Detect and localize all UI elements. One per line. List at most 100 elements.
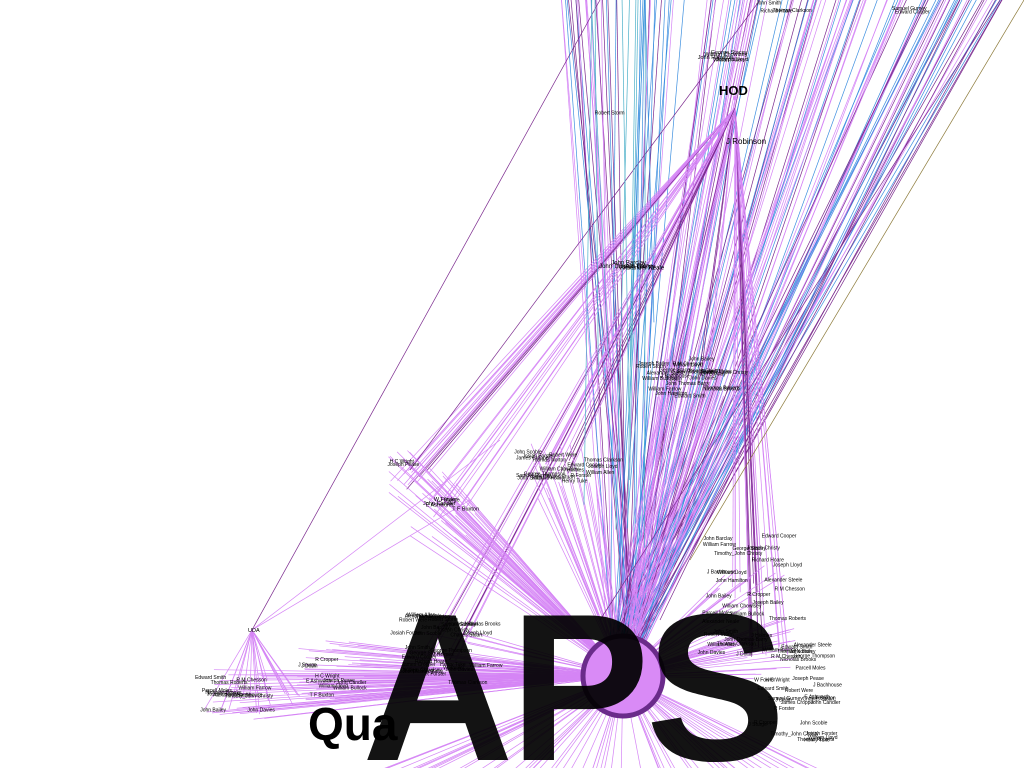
node-label: William Allen <box>586 470 615 476</box>
graph-edge <box>734 107 785 651</box>
graph-edge <box>566 0 635 665</box>
graph-edge <box>734 107 751 651</box>
node-label: William Bullock <box>642 376 676 382</box>
node-label: R M Chesson <box>771 654 802 660</box>
node-label: H C Wright <box>315 673 340 679</box>
node-label: Nicholas Brooks <box>205 690 242 696</box>
node-label: Henry Tuke <box>562 479 588 485</box>
graph-edge <box>410 526 624 677</box>
node-label: William Chowlsey <box>704 52 747 58</box>
graph-edge <box>615 0 724 661</box>
graph-edge <box>426 107 736 665</box>
node-label: Charles Stuart <box>450 633 483 639</box>
graph-edge <box>689 0 1024 561</box>
node-label: John Smith <box>713 629 738 635</box>
graph-edge <box>622 394 706 677</box>
node-label: Joseph Christy <box>616 265 656 271</box>
node-label: William Farrow <box>648 387 681 393</box>
node-label: William Lloyd <box>717 570 747 576</box>
graph-edge <box>629 0 985 658</box>
graph-edge <box>428 107 736 474</box>
node-label: Alexander Steele <box>794 642 832 648</box>
graph-edge <box>251 629 268 681</box>
graph-edge <box>360 663 624 677</box>
graph-edge <box>251 629 286 695</box>
graph-edge <box>251 629 298 696</box>
node-label: Edward Cooper <box>895 9 930 15</box>
graph-edge <box>734 107 754 653</box>
graph-edge <box>452 107 736 504</box>
node-label: John Thomas Barry <box>599 264 651 270</box>
node-label: Samuel Gurney <box>768 696 803 702</box>
graph-edge <box>732 107 736 588</box>
graph-edge <box>633 0 818 660</box>
node-label: William Chowlsey <box>403 667 443 673</box>
aps-node[interactable] <box>580 633 666 719</box>
node-label: Joseph Lloyd <box>716 57 748 63</box>
node-label: R Cropper <box>747 592 770 598</box>
node-label: James Cropper <box>516 455 551 461</box>
node-label: Thomas Roberts <box>797 737 834 743</box>
node-label: Joseph Pease <box>323 678 355 684</box>
graph-edge <box>636 0 968 661</box>
node-label: John Barclay <box>611 261 646 267</box>
hod-node[interactable] <box>733 96 737 100</box>
graph-edge <box>671 107 736 379</box>
node-label: R Forster <box>774 706 795 712</box>
node-label: Joseph Lloyd <box>588 464 618 470</box>
node-label: John Thomas Barry <box>400 669 444 675</box>
graph-edge <box>213 669 624 677</box>
graph-edge <box>734 107 758 587</box>
node-label: William Bullock <box>763 647 797 653</box>
node-label: E Ashworth <box>306 678 332 684</box>
node-label: John Davies <box>446 667 474 673</box>
graph-edge <box>206 675 624 713</box>
node-label: R M Chesson <box>775 586 806 592</box>
node-label: John Bailey <box>790 649 816 655</box>
node-label: Henry Tuke <box>440 662 466 668</box>
graph-edge <box>631 0 646 309</box>
node-label: J Holmes <box>563 467 584 473</box>
node-label: John Scoble <box>514 449 542 455</box>
node-label: Joseph Pease <box>388 462 420 468</box>
node-label: Robert Storm <box>428 617 458 623</box>
graph-edge <box>622 385 713 677</box>
graph-edge <box>629 0 639 481</box>
node-label: John Barclay <box>704 536 733 542</box>
graph-edge <box>386 675 624 768</box>
graph-edge <box>228 629 253 710</box>
node-label: Joseph Bailey <box>752 600 784 606</box>
node-label: Timothy_John Christy <box>770 732 819 738</box>
node-label: John Scoble <box>800 720 828 726</box>
node-label: George Stacey <box>711 50 748 56</box>
node-label: J Dollin <box>775 697 792 703</box>
graph-edge <box>429 107 736 502</box>
node-label: George Stacey <box>659 368 693 374</box>
graph-edge <box>388 492 624 677</box>
node-label: William Chowlsey <box>540 466 580 472</box>
graph-edge <box>251 629 261 690</box>
node-label: R Cropper <box>754 720 777 726</box>
graph-edge <box>619 0 712 653</box>
node-label: John Bailey <box>706 594 732 600</box>
node-label: Edward Smith <box>757 686 788 692</box>
graph-edge <box>619 0 901 662</box>
graph-edge <box>622 376 696 677</box>
node-label: H C Wright <box>765 677 790 683</box>
node-label: Robert Were <box>549 452 577 458</box>
graph-edge <box>440 107 736 503</box>
graph-edge <box>623 0 756 655</box>
graph-edge <box>304 664 624 677</box>
node-label: E Ashworth <box>804 694 830 700</box>
graph-edge <box>636 0 888 666</box>
node-label: Joseph Bailey <box>402 669 434 675</box>
node-label: John Thomas Barry <box>724 637 768 643</box>
node-label: Robert Were <box>399 618 427 624</box>
node-label: Joseph Christy <box>688 368 722 374</box>
node-label: Josiah Forster <box>522 454 554 460</box>
graph-edge <box>622 396 658 677</box>
node-label: George Stacey <box>410 650 444 656</box>
node-label: Samuel Gurney <box>516 473 551 479</box>
graph-edge <box>697 107 736 385</box>
node-label: Edward Smith <box>781 645 812 651</box>
